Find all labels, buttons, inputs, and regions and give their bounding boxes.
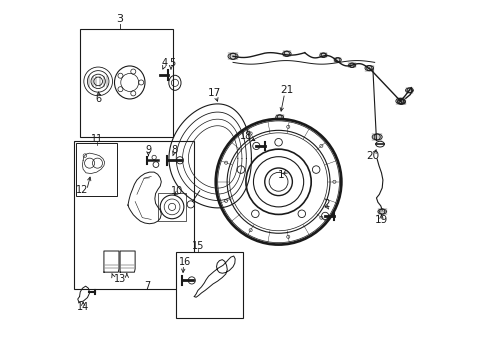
Text: 18: 18 [240, 131, 252, 141]
Bar [74, 140, 194, 289]
Text: 19: 19 [374, 215, 387, 225]
Text: 15: 15 [191, 241, 203, 251]
Polygon shape [128, 172, 161, 224]
Text: 9: 9 [145, 145, 151, 155]
Bar [76, 143, 117, 196]
Polygon shape [194, 256, 235, 297]
Text: 16: 16 [179, 257, 191, 267]
Text: 1: 1 [278, 170, 284, 180]
Polygon shape [82, 153, 104, 174]
Text: 6: 6 [95, 94, 102, 104]
Polygon shape [104, 251, 119, 272]
Text: 8: 8 [171, 145, 177, 155]
Text: 2: 2 [323, 199, 329, 210]
Text: 21: 21 [280, 85, 293, 95]
Bar [158, 193, 186, 221]
Text: 11: 11 [91, 135, 103, 144]
Text: 20: 20 [366, 150, 379, 161]
Text: 12: 12 [75, 185, 88, 195]
Text: 5: 5 [168, 58, 175, 68]
Text: 13: 13 [113, 274, 125, 284]
Text: 3: 3 [116, 14, 123, 24]
Polygon shape [120, 251, 135, 272]
Bar [80, 30, 172, 137]
Bar [176, 252, 242, 318]
Text: 14: 14 [77, 302, 89, 312]
Text: 7: 7 [144, 281, 150, 291]
Text: 4: 4 [162, 58, 167, 68]
Text: 17: 17 [207, 88, 220, 98]
Text: 10: 10 [171, 186, 183, 196]
